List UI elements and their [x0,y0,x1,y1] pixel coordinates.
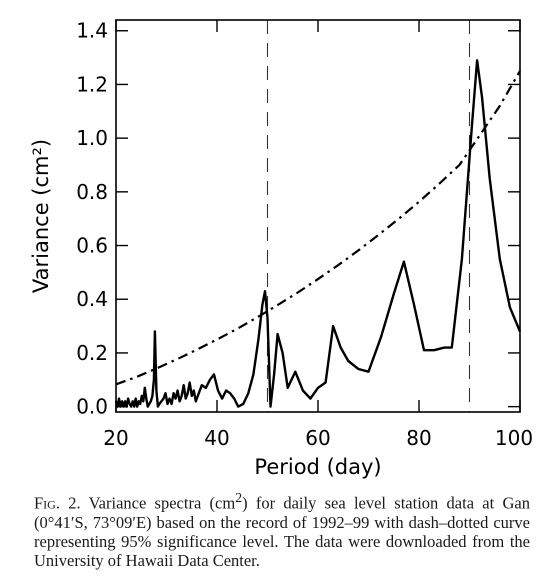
caption-text-b: ) for daily sea level station data at Ga… [34,493,530,570]
y-axis-ticks: 0.0 0.2 0.4 0.6 0.8 1.0 1.2 1.4 [76,19,520,419]
x-tick-label: 100 [495,426,533,450]
reference-lines [266,20,471,412]
data-series [114,59,522,408]
y-tick-label: 1.0 [76,126,108,150]
x-tick-label: 40 [204,426,229,450]
y-tick-label: 0.6 [76,234,108,258]
y-tick-label: 0.2 [76,341,108,365]
y-tick-label: 0.4 [76,287,108,311]
x-axis-ticks: 20 40 60 80 100 [103,20,533,450]
variance-spectrum-line [114,59,522,408]
figure-caption: Fig. 2. Variance spectra (cm2) for daily… [34,488,530,570]
y-tick-label: 0.0 [76,395,108,419]
caption-text-a: Variance spectra (cm [80,493,236,513]
y-axis-label: Variance (cm²) [29,139,53,293]
significance-curve [115,70,521,386]
variance-spectrum-chart: 0.0 0.2 0.4 0.6 0.8 1.0 1.2 1.4 20 40 60 80 100 Per… [29,19,533,479]
x-tick-label: 20 [103,426,128,450]
caption-superscript: 2 [235,490,243,505]
y-tick-label: 0.8 [76,180,108,204]
figure-label: Fig. 2. [34,493,81,513]
x-tick-label: 80 [406,426,431,450]
x-axis-label: Period (day) [254,455,381,479]
y-tick-label: 1.4 [76,19,108,43]
plot-frame [115,19,521,413]
y-tick-label: 1.2 [76,72,108,96]
x-tick-label: 60 [305,426,330,450]
